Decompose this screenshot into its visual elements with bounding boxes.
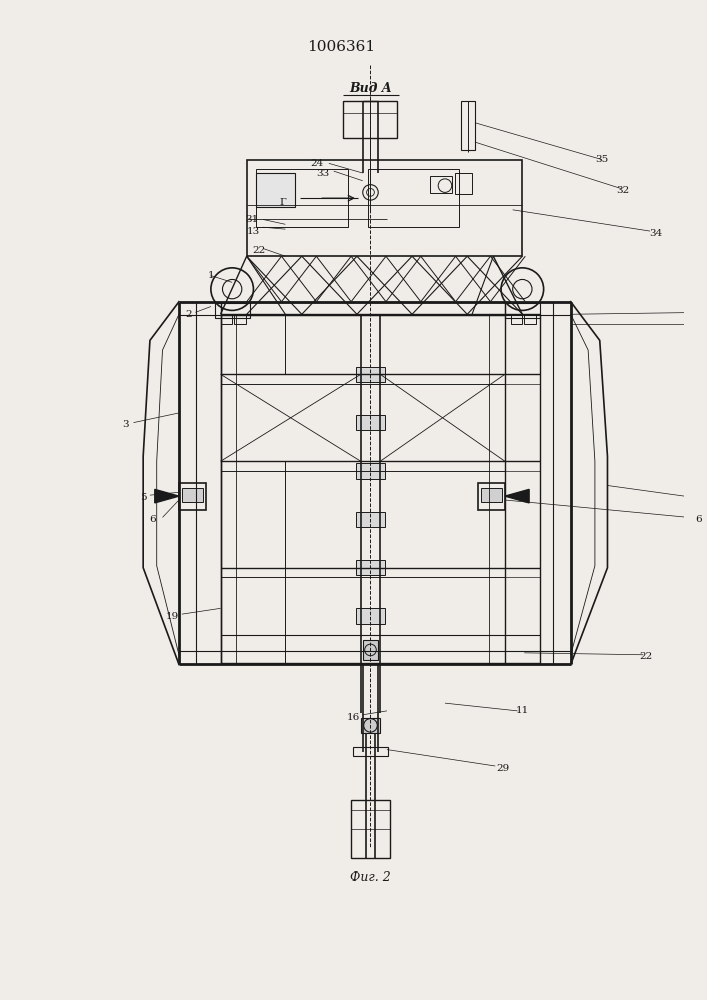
Bar	[179, 483, 206, 510]
Bar	[525, 314, 536, 324]
Bar	[481, 488, 502, 502]
Bar	[257, 173, 295, 207]
Bar	[478, 483, 505, 510]
Text: 3: 3	[122, 420, 129, 429]
Bar	[356, 415, 385, 430]
Text: 16: 16	[346, 713, 360, 722]
Text: 24: 24	[310, 159, 324, 168]
Bar	[234, 314, 246, 324]
Text: Г: Г	[279, 198, 286, 207]
Text: 5: 5	[140, 493, 146, 502]
Bar	[221, 302, 505, 315]
Bar	[431, 176, 452, 193]
Text: 22: 22	[252, 246, 266, 255]
Text: 1: 1	[208, 271, 214, 280]
Text: Фиг. 2: Фиг. 2	[350, 871, 391, 884]
Text: 6: 6	[149, 515, 156, 524]
Bar	[257, 169, 349, 227]
Bar	[344, 101, 397, 138]
Text: 6: 6	[695, 515, 702, 524]
Bar	[361, 718, 380, 733]
Text: 11: 11	[515, 706, 529, 715]
Bar	[505, 303, 539, 318]
Bar	[221, 314, 232, 324]
Bar	[368, 169, 460, 227]
Bar	[455, 173, 472, 194]
Polygon shape	[155, 489, 179, 503]
Bar	[356, 512, 385, 527]
Bar	[462, 101, 475, 150]
Bar	[356, 367, 385, 382]
Text: 32: 32	[617, 186, 629, 195]
Bar	[356, 463, 385, 479]
Bar	[351, 800, 390, 858]
Bar	[182, 488, 203, 502]
Text: 22: 22	[640, 652, 653, 661]
Text: 2: 2	[185, 310, 192, 319]
Bar	[221, 314, 539, 663]
Text: 19: 19	[165, 612, 179, 621]
Text: 1006361: 1006361	[308, 40, 375, 54]
Bar	[247, 160, 522, 256]
Text: 29: 29	[496, 764, 510, 773]
Bar	[215, 303, 250, 318]
Text: 31: 31	[245, 215, 258, 224]
Text: 13: 13	[247, 227, 260, 236]
Bar	[363, 640, 378, 660]
Bar	[356, 560, 385, 575]
Text: Вид A: Вид A	[349, 82, 392, 95]
Text: 33: 33	[317, 169, 329, 178]
Text: 34: 34	[649, 229, 662, 238]
Bar	[353, 747, 388, 756]
Bar	[510, 314, 522, 324]
Text: 35: 35	[595, 155, 608, 164]
Bar	[356, 608, 385, 624]
Polygon shape	[505, 489, 529, 503]
